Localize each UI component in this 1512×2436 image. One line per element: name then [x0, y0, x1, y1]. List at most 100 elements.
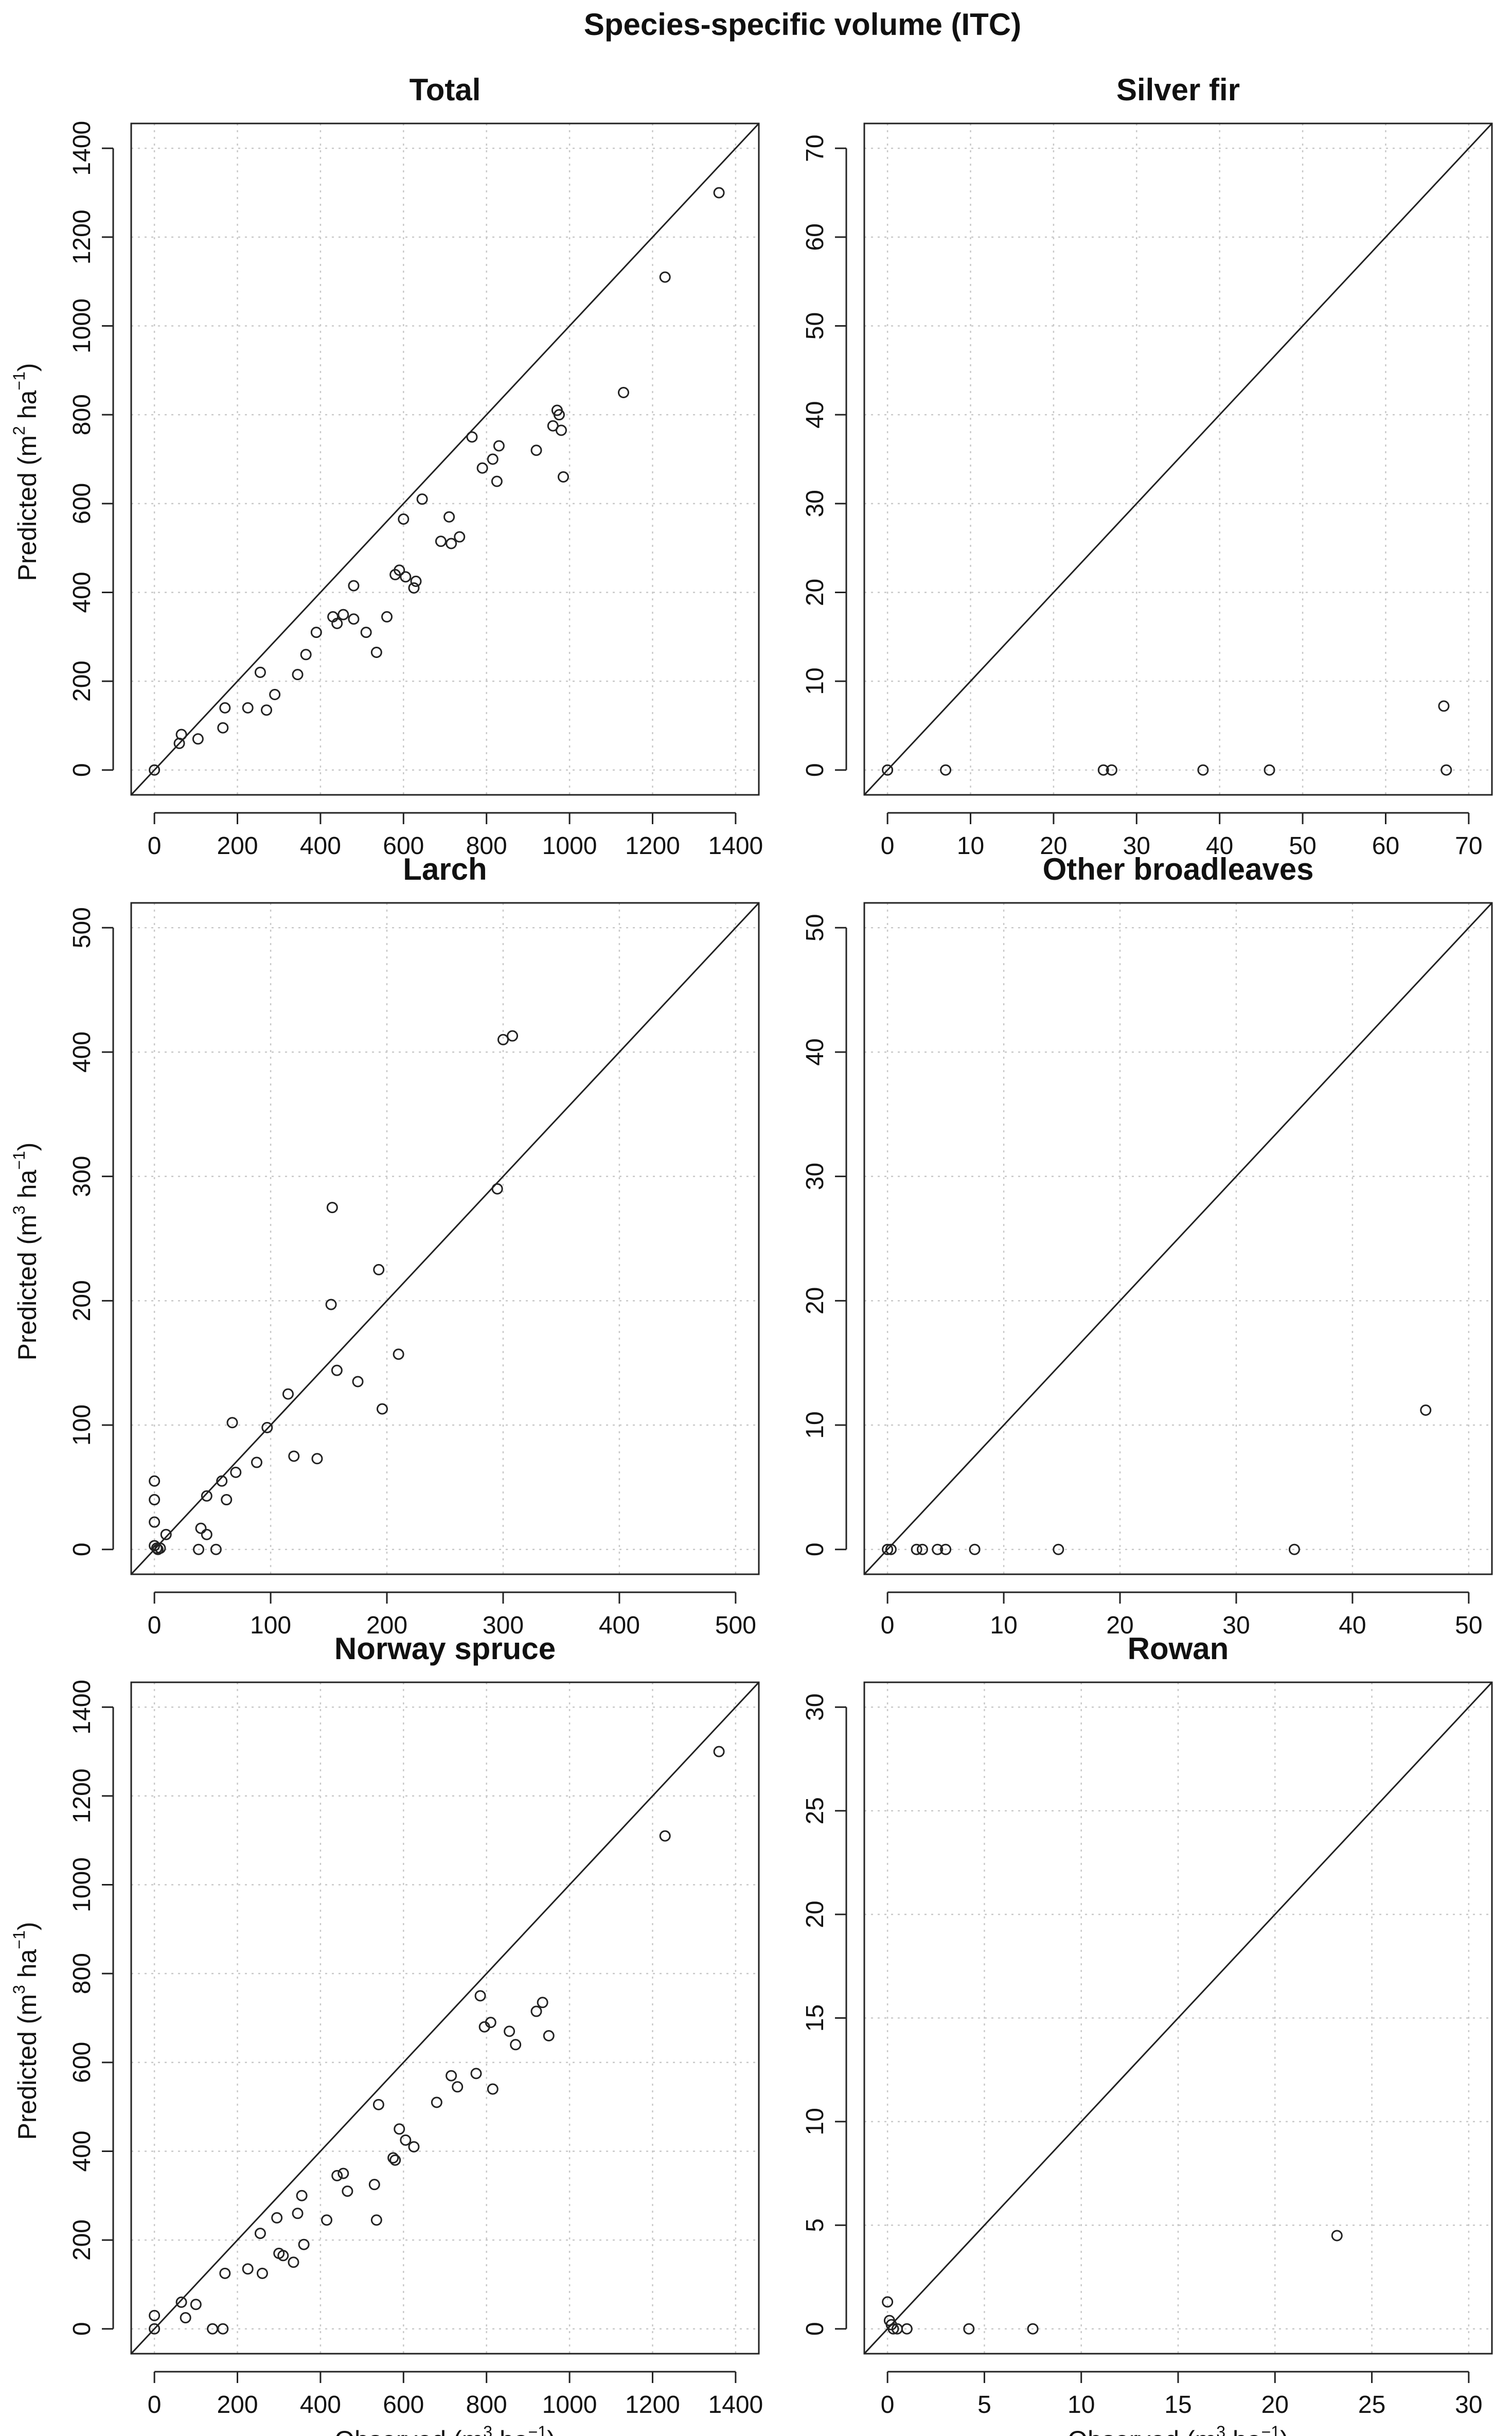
panel-other-broadleaves-x-tick-label: 20	[1106, 1612, 1133, 1639]
panel-norway-spruce-data-point	[408, 2141, 420, 2153]
panel-norway-spruce-data-point	[389, 2154, 401, 2166]
panel-norway-spruce-y-axis-label-text: Predicted (	[13, 2015, 42, 2140]
panel-silver-fir-data-point	[1197, 764, 1209, 776]
panel-norway-spruce-data-point	[296, 2190, 308, 2201]
panel-norway-spruce-data-point	[543, 2030, 555, 2042]
panel-norway-spruce-x-tick-label: 1000	[542, 2391, 597, 2419]
panel-total-data-point	[254, 666, 266, 678]
panel-total-data-point	[410, 575, 422, 587]
panel-norway-spruce-x-tick-label: 800	[466, 2391, 507, 2419]
panel-rowan-y-tick-label: 0	[802, 2322, 829, 2336]
panel-total-data-point	[292, 669, 304, 681]
panel-norway-spruce-x-axis-label-unit-close: )	[547, 2426, 556, 2436]
panel-larch-frame	[130, 902, 760, 1575]
panel-larch-y-axis-label: Predicted (m3 ha−1)	[10, 1143, 42, 1361]
panel-total-data-point	[348, 580, 360, 592]
panel-total-data-point	[491, 475, 503, 487]
panel-other-broadleaves-y-tick-label: 40	[802, 1038, 829, 1065]
panel-total-data-point	[192, 733, 204, 745]
panel-larch-data-point	[331, 1364, 343, 1376]
panel-norway-spruce-data-point	[530, 2005, 542, 2017]
panel-total-frame	[130, 122, 760, 796]
panel-norway-spruce-y-axis-label: Predicted (m3 ha−1)	[10, 1922, 42, 2140]
panel-larch-data-point	[201, 1528, 212, 1540]
panel-rowan-y-tick-label: 25	[802, 1797, 829, 1824]
panel-silver-fir: Silver fir 0 10 20 30 40 50 60 70 0 10 20 30 40 50 60 70	[802, 73, 1493, 860]
panel-total-x-tick-label: 800	[466, 832, 507, 860]
panel-larch: Larch 0 100 200 300 400 500 0 100 200 300 400 500 Pre…	[10, 852, 760, 1639]
panel-norway-spruce-y-axis-label-unit-close: )	[13, 1922, 42, 1931]
panel-norway-spruce-reference-line	[131, 1682, 759, 2354]
panel-norway-spruce-data-point	[485, 2017, 496, 2029]
panel-total-y-tick-label: 800	[68, 394, 96, 435]
panel-larch-data-point	[352, 1376, 364, 1388]
panel-rowan-x-tick-label: 30	[1455, 2391, 1482, 2419]
panel-larch-y-axis-label-text: Predicted (	[13, 1236, 42, 1360]
panel-larch-y-tick-label: 100	[68, 1404, 96, 1446]
panel-silver-fir-y-tick-label: 10	[802, 667, 829, 695]
panel-silver-fir-data-point	[940, 764, 952, 776]
panel-norway-spruce-data-point	[431, 2096, 442, 2108]
panel-larch-y-axis-label-unit-exp2: −1	[10, 1151, 28, 1169]
panel-norway-spruce-data-point	[219, 2267, 231, 2279]
panel-rowan-y-tick-label: 5	[802, 2218, 829, 2232]
panel-norway-spruce-data-point	[394, 2123, 405, 2135]
panel-total-data-point	[310, 627, 322, 638]
panel-norway-spruce-data-point	[180, 2312, 191, 2324]
panel-total-data-point	[400, 571, 412, 583]
panel-norway-spruce-y-tick-label: 200	[68, 2219, 96, 2261]
panel-rowan-x-axis-label-unit-exp1: 3	[1216, 2423, 1225, 2436]
panel-norway-spruce-x-tick-label: 400	[300, 2391, 341, 2419]
panel-other-broadleaves-x-tick-label: 30	[1222, 1612, 1250, 1639]
panel-larch-x-tick-label: 100	[250, 1612, 291, 1639]
panel-rowan-data-point	[963, 2323, 975, 2335]
panel-rowan-x-axis-label-unit-close: )	[1280, 2426, 1289, 2436]
panel-rowan-data-point	[882, 2296, 894, 2308]
panel-larch-data-point	[195, 1522, 207, 1534]
panel-total-data-point	[487, 453, 499, 465]
panel-larch-data-point	[325, 1299, 337, 1310]
panel-total-data-point	[242, 702, 254, 714]
panel-norway-spruce: Norway spruce 0 200 400 600 800 1000 1200 1400 0 2…	[10, 1631, 763, 2436]
panel-norway-spruce-x-axis-label-unit-exp1: 3	[483, 2423, 492, 2436]
panel-total-data-point	[217, 722, 229, 734]
panel-other-broadleaves: Other broadleaves 0 10 20 30 40 50 0 10 20 30 40 50	[802, 852, 1493, 1639]
panel-rowan-x-tick-label: 20	[1261, 2391, 1289, 2419]
panel-total-x-tick-label: 1200	[625, 832, 680, 860]
panel-larch-data-point	[149, 1475, 161, 1487]
panel-norway-spruce-y-tick-label: 1400	[68, 1680, 96, 1735]
panel-larch-y-axis-label-unit-close: )	[13, 1143, 42, 1151]
panel-rowan-reference-line	[864, 1682, 1492, 2354]
panel-total-data-point	[408, 582, 420, 594]
panel-larch-data-point	[151, 1542, 163, 1554]
panel-norway-spruce-data-point	[342, 2185, 353, 2197]
panel-other-broadleaves-y-tick-label: 20	[802, 1287, 829, 1314]
panel-norway-spruce-data-point	[368, 2179, 380, 2191]
panel-other-broadleaves-data-point	[1288, 1543, 1300, 1555]
panel-rowan-data-point	[901, 2323, 913, 2335]
panel-total-data-point	[370, 646, 382, 658]
panel-rowan-y-tick-label: 10	[802, 2108, 829, 2135]
panel-larch-data-point	[507, 1030, 519, 1042]
panel-total-data-point	[331, 617, 343, 629]
panel-larch-data-point	[226, 1417, 238, 1429]
panel-total-data-point	[175, 728, 187, 740]
panel-norway-spruce-y-tick-label: 1000	[68, 1857, 96, 1912]
panel-larch-data-point	[288, 1450, 300, 1462]
panel-norway-spruce-frame	[130, 1681, 760, 2355]
panel-other-broadleaves-x-tick-label: 10	[990, 1612, 1017, 1639]
panel-total-y-axis-label: Predicted (m2 ha−1)	[10, 363, 42, 581]
panel-total-y-axis-label-unit-base: m	[13, 435, 42, 457]
panel-total-y-tick-label: 200	[68, 661, 96, 702]
panel-other-broadleaves-data-point	[911, 1543, 922, 1555]
panel-total-data-point	[446, 538, 457, 549]
panel-rowan-x-axis-label-unit-exp2: −1	[1261, 2423, 1280, 2436]
panel-silver-fir-x-tick-label: 70	[1455, 832, 1482, 860]
panel-larch-data-point	[491, 1183, 503, 1195]
panel-norway-spruce-data-point	[370, 2214, 382, 2226]
panel-norway-spruce-y-tick-label: 600	[68, 2042, 96, 2083]
panel-total-y-axis-label-unit-exp1: 2	[10, 426, 28, 435]
panel-total-data-point	[530, 444, 542, 456]
